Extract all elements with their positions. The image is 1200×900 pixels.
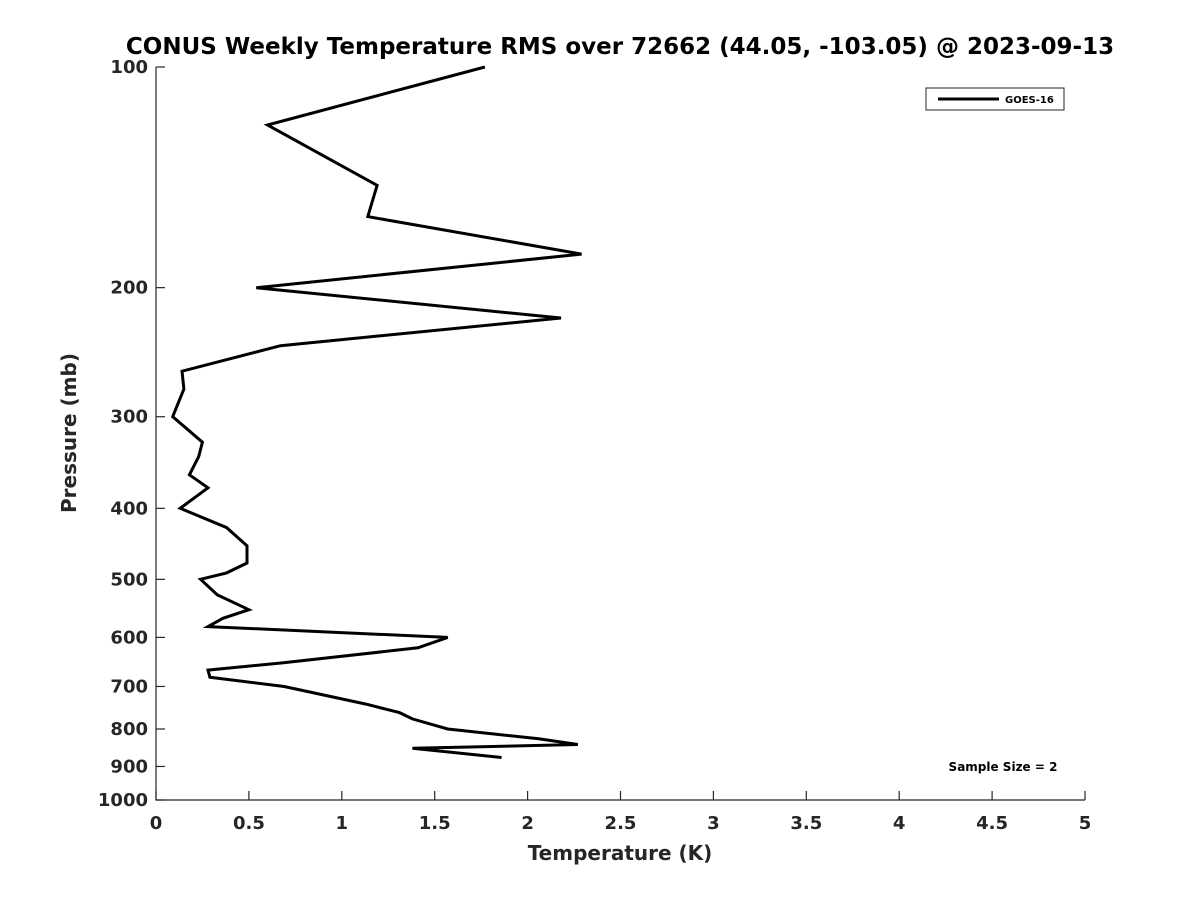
- y-tick-label: 800: [110, 719, 148, 740]
- y-tick-label: 1000: [98, 790, 148, 811]
- series-layer: [170, 65, 582, 759]
- series-line-goes-16: [170, 65, 582, 759]
- chart-title: CONUS Weekly Temperature RMS over 72662 …: [126, 34, 1114, 60]
- x-axis-ticks: 0 0.5 1 1.5 2 2.5 3 3.5 4 4.5 5: [150, 791, 1092, 834]
- x-tick-label: 1.5: [419, 813, 451, 834]
- x-tick-label: 5: [1079, 813, 1092, 834]
- sample-size-annotation: Sample Size = 2: [949, 760, 1058, 774]
- y-tick-label: 100: [110, 57, 148, 78]
- x-tick-label: 3.5: [790, 813, 822, 834]
- y-tick-label: 700: [110, 676, 148, 697]
- y-tick-label: 300: [110, 407, 148, 428]
- x-tick-label: 0: [150, 813, 163, 834]
- x-tick-label: 3: [707, 813, 720, 834]
- legend: GOES-16: [925, 87, 1065, 111]
- x-tick-label: 1: [336, 813, 349, 834]
- plot-area: 0 0.5 1 1.5 2 2.5 3 3.5 4 4.5 5 100 200 300 400 500 600…: [98, 57, 1091, 834]
- y-tick-label: 500: [110, 569, 148, 590]
- y-axis-ticks: 100 200 300 400 500 600 700 800 900 1000: [98, 57, 165, 811]
- y-tick-label: 600: [110, 627, 148, 648]
- x-tick-label: 2.5: [605, 813, 637, 834]
- x-tick-label: 2: [521, 813, 534, 834]
- x-tick-label: 4: [893, 813, 906, 834]
- y-tick-label: 900: [110, 756, 148, 777]
- y-axis-label: Pressure (mb): [57, 353, 81, 513]
- x-tick-label: 0.5: [233, 813, 265, 834]
- x-tick-label: 4.5: [976, 813, 1008, 834]
- y-tick-label: 200: [110, 278, 148, 299]
- x-axis-label: Temperature (K): [528, 841, 713, 865]
- y-tick-label: 400: [110, 498, 148, 519]
- legend-label-goes-16: GOES-16: [1005, 95, 1054, 106]
